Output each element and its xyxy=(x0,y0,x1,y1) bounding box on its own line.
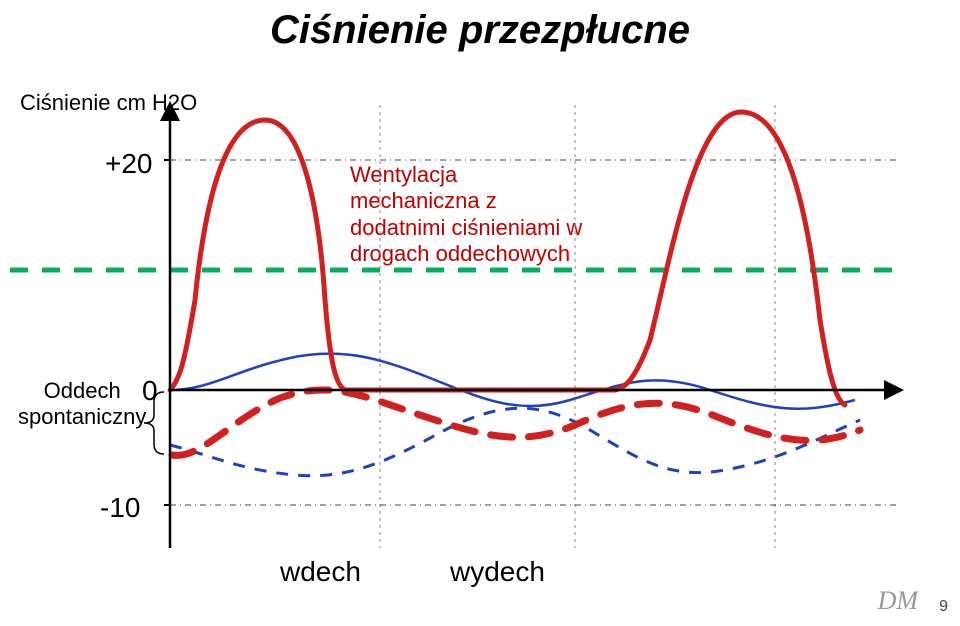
pressure-chart: 0 xyxy=(0,0,960,626)
svg-text:0: 0 xyxy=(142,375,158,406)
